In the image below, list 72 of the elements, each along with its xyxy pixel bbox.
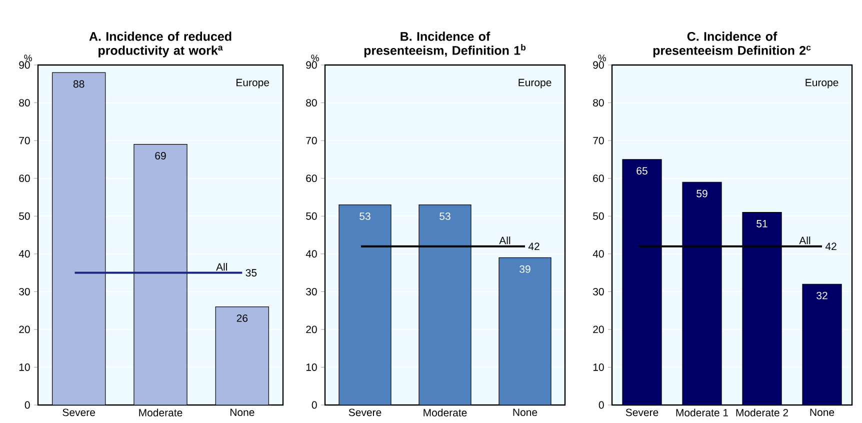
x-tick-label: None <box>810 408 834 416</box>
y-tick-label: 0 <box>598 401 604 409</box>
y-axis-title: % <box>311 54 319 62</box>
y-tick-label: 60 <box>593 174 604 182</box>
x-tick-label: Moderate 1 <box>676 408 728 416</box>
y-tick-label: 60 <box>306 174 317 182</box>
bar <box>802 284 842 405</box>
y-tick-label: 50 <box>593 212 604 220</box>
y-tick-label: 40 <box>306 250 317 258</box>
y-tick-label: 0 <box>312 401 317 409</box>
bar <box>134 144 188 405</box>
bar <box>682 182 722 405</box>
y-tick-label: 70 <box>19 136 30 144</box>
x-tick-label: Moderate <box>139 408 182 416</box>
data-label: 39 <box>520 265 530 273</box>
y-tick-label: 40 <box>592 250 604 258</box>
x-tick-label: Severe <box>626 408 658 416</box>
y-tick-label: 90 <box>306 61 317 69</box>
x-tick-label: Moderate <box>424 408 467 416</box>
y-tick-label: 90 <box>19 61 30 69</box>
chart-title: B. Incidence of presenteeism, Definition 1$^{b}$ <box>364 32 526 58</box>
data-label: 53 <box>360 212 370 220</box>
x-tick-label: None <box>513 408 538 416</box>
annotation: 35 <box>246 269 257 277</box>
ref-line-label: All <box>499 236 510 244</box>
chart-title: C. Incidence of presenteeism Definition 2$^{c}$ <box>653 32 811 58</box>
data-label: 51 <box>756 220 768 228</box>
y-tick-label: 10 <box>593 364 604 371</box>
bar <box>215 306 270 405</box>
annotation: Europe <box>236 78 270 88</box>
data-label: 26 <box>236 314 248 322</box>
y-tick-label: 20 <box>19 326 30 334</box>
data-label: 59 <box>696 190 708 198</box>
annotation: Europe <box>518 78 552 88</box>
y-tick-label: 80 <box>306 99 317 107</box>
bar <box>622 159 662 405</box>
x-tick-label: Moderate 2 <box>736 408 788 416</box>
y-tick-label: 30 <box>19 288 30 296</box>
y-tick-label: 30 <box>593 288 604 296</box>
ref-line-label: All <box>799 236 810 244</box>
y-tick-label: 60 <box>19 174 30 182</box>
annotation: 42 <box>528 242 540 250</box>
y-tick-label: 80 <box>19 99 30 107</box>
y-tick-label: 40 <box>18 250 30 258</box>
data-label: 65 <box>636 167 648 175</box>
chart-title: A. Incidence of reduced productivity at work$^{a}$ <box>89 32 232 58</box>
ref-line-label: All <box>216 262 228 271</box>
y-tick-label: 10 <box>19 364 30 371</box>
y-axis-title: % <box>24 54 32 62</box>
y-tick-label: 90 <box>593 61 604 69</box>
data-label: 88 <box>73 80 84 88</box>
annotation: Europe <box>806 78 838 88</box>
y-tick-label: 70 <box>306 136 317 144</box>
y-tick-label: 0 <box>24 401 30 409</box>
data-label: 32 <box>816 292 828 300</box>
x-tick-label: Severe <box>348 408 382 416</box>
y-tick-label: 70 <box>593 136 604 144</box>
y-tick-label: 80 <box>593 99 604 107</box>
data-label: 53 <box>440 212 450 220</box>
x-tick-label: None <box>230 408 254 416</box>
y-tick-label: 30 <box>306 288 317 296</box>
y-tick-label: 50 <box>19 212 30 220</box>
bar <box>742 212 782 405</box>
bar <box>52 72 106 405</box>
x-tick-label: Severe <box>62 408 95 416</box>
annotation: 42 <box>825 242 836 250</box>
y-tick-label: 50 <box>306 212 317 220</box>
data-label: 69 <box>155 152 166 160</box>
y-tick-label: 10 <box>306 364 317 371</box>
y-tick-label: 20 <box>593 326 604 334</box>
y-tick-label: 20 <box>306 326 317 334</box>
y-axis-title: % <box>598 54 606 62</box>
